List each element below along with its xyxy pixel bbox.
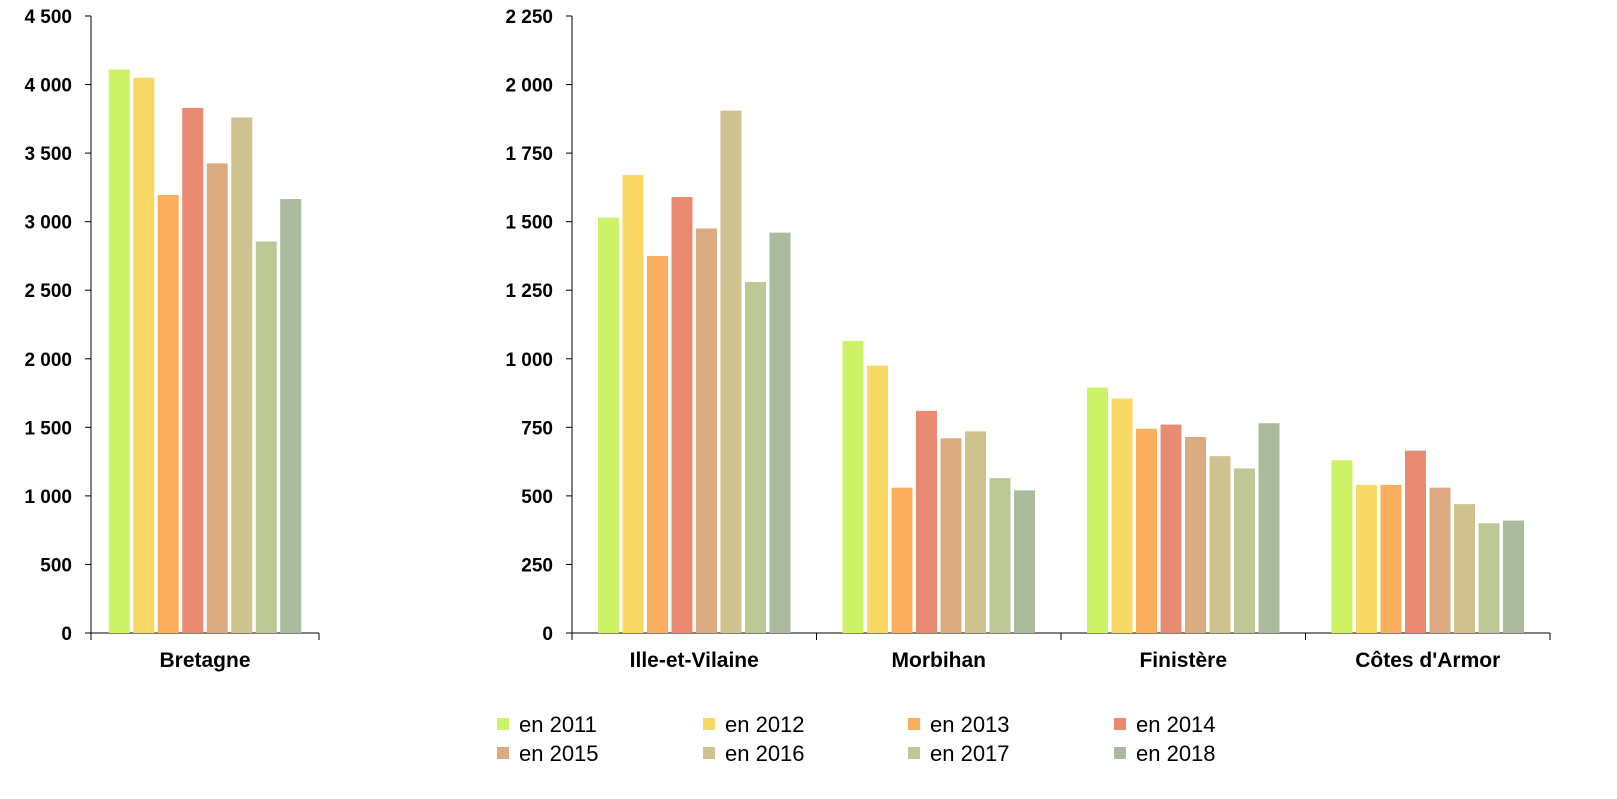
- category-label-finistere: Finistère: [1139, 649, 1227, 672]
- bar-finistere-en-2016: [1209, 456, 1231, 633]
- legend-swatch: [497, 718, 509, 730]
- legend-item-en-2017: en 2017: [908, 741, 1010, 766]
- legend-item-en-2012: en 2012: [703, 712, 805, 737]
- bar-finistere-en-2015: [1185, 436, 1206, 633]
- bar-bretagne-en-2015: [206, 163, 228, 633]
- legend-label: en 2016: [725, 741, 805, 766]
- bar-cotes-d-armor-en-2016: [1454, 504, 1475, 633]
- bar-cotes-d-armor-en-2014: [1405, 450, 1426, 633]
- bar-ille-et-vilaine-en-2013: [647, 255, 668, 633]
- bar-finistere-en-2013: [1136, 428, 1157, 633]
- bar-bretagne-en-2012: [133, 77, 155, 633]
- y-tick-label: 2 250: [505, 7, 553, 28]
- bar-bretagne-en-2017: [255, 241, 277, 633]
- bar-morbihan-en-2014: [916, 410, 937, 633]
- y-tick-label: 1 500: [505, 213, 553, 234]
- legend-swatch: [497, 747, 509, 759]
- y-tick-label: 500: [40, 555, 72, 576]
- bar-ille-et-vilaine-en-2018: [769, 232, 791, 633]
- y-tick-label: 2 000: [24, 350, 72, 371]
- bar-morbihan-en-2013: [891, 487, 913, 633]
- bar-finistere-en-2011: [1087, 387, 1108, 633]
- bar-finistere-en-2017: [1234, 468, 1255, 633]
- y-tick-label: 4 000: [24, 76, 72, 97]
- legend-swatch: [908, 747, 920, 759]
- category-label-ille-et-vilaine: Ille-et-Vilaine: [630, 649, 759, 672]
- y-tick-label: 1 500: [24, 418, 72, 439]
- legend-item-en-2011: en 2011: [497, 712, 597, 737]
- legend-item-en-2015: en 2015: [497, 741, 599, 766]
- bar-bretagne-en-2018: [280, 199, 302, 633]
- chart-2: 0 250 500 750 1 000 1 250 1 500 1 750 2 000 2 250…: [505, 7, 1551, 672]
- legend-item-en-2014: en 2014: [1114, 712, 1216, 737]
- bar-cotes-d-armor-en-2011: [1331, 460, 1353, 633]
- y-tick-label: 3 500: [24, 144, 72, 165]
- y-tick-label: 3 000: [24, 213, 72, 234]
- bar-ille-et-vilaine-en-2012: [622, 175, 644, 633]
- bar-cotes-d-armor-en-2013: [1380, 484, 1402, 633]
- bar-finistere-en-2012: [1111, 398, 1133, 633]
- legend-swatch: [703, 718, 715, 730]
- category-label-cotes-d-armor: Côtes d'Armor: [1355, 649, 1500, 672]
- bar-morbihan-en-2012: [867, 365, 888, 633]
- bar-cotes-d-armor-en-2017: [1478, 523, 1500, 633]
- y-tick-label: 4 500: [24, 7, 72, 28]
- category-label-bretagne: Bretagne: [159, 649, 250, 672]
- legend-label: en 2017: [930, 741, 1010, 766]
- y-tick-label: 500: [521, 487, 553, 508]
- legend-item-en-2018: en 2018: [1114, 741, 1216, 766]
- bar-bretagne-en-2014: [182, 107, 204, 633]
- legend: en 2011 en 2012 en 2013 en 2014 en 2015 en 20…: [497, 712, 1216, 766]
- legend-swatch: [908, 718, 920, 730]
- bar-ille-et-vilaine-en-2016: [720, 110, 742, 633]
- bar-cotes-d-armor-en-2012: [1356, 484, 1377, 633]
- y-tick-label: 2 000: [505, 76, 553, 97]
- legend-item-en-2013: en 2013: [908, 712, 1010, 737]
- bar-morbihan-en-2011: [842, 340, 864, 633]
- bar-ille-et-vilaine-en-2011: [598, 217, 619, 633]
- y-tick-label: 1 750: [505, 144, 553, 165]
- category-label-morbihan: Morbihan: [892, 649, 987, 672]
- bar-bretagne-en-2016: [231, 117, 253, 633]
- bar-finistere-en-2018: [1258, 423, 1280, 633]
- bar-cotes-d-armor-en-2015: [1429, 487, 1451, 633]
- bar-bretagne-en-2011: [108, 69, 130, 634]
- legend-label: en 2013: [930, 712, 1010, 737]
- bar-morbihan-en-2018: [1014, 490, 1035, 633]
- bar-morbihan-en-2015: [940, 438, 962, 633]
- bar-morbihan-en-2016: [965, 431, 986, 633]
- y-tick-label: 0: [61, 624, 72, 645]
- bar-ille-et-vilaine-en-2015: [696, 228, 717, 633]
- legend-label: en 2012: [725, 712, 805, 737]
- y-tick-label: 0: [542, 624, 553, 645]
- bar-cotes-d-armor-en-2018: [1503, 520, 1524, 633]
- y-tick-label: 1 250: [505, 281, 553, 302]
- legend-swatch: [1114, 747, 1126, 759]
- y-tick-label: 250: [521, 555, 553, 576]
- bar-ille-et-vilaine-en-2014: [671, 196, 693, 633]
- legend-label: en 2015: [519, 741, 599, 766]
- legend-label: en 2014: [1136, 712, 1216, 737]
- y-tick-label: 1 000: [505, 350, 553, 371]
- legend-item-en-2016: en 2016: [703, 741, 805, 766]
- chart-1: 0 500 1 000 1 500 2 000 2 500 3 000 3 500 4 000 4…: [24, 7, 320, 672]
- bar-morbihan-en-2017: [989, 478, 1011, 633]
- legend-label: en 2011: [519, 712, 597, 737]
- bar-bretagne-en-2013: [157, 194, 179, 633]
- bar-finistere-en-2014: [1160, 424, 1182, 633]
- bar-ille-et-vilaine-en-2017: [745, 281, 766, 633]
- y-tick-label: 2 500: [24, 281, 72, 302]
- legend-swatch: [703, 747, 715, 759]
- y-tick-label: 1 000: [24, 487, 72, 508]
- legend-label: en 2018: [1136, 741, 1216, 766]
- legend-swatch: [1114, 718, 1126, 730]
- y-tick-label: 750: [521, 418, 553, 439]
